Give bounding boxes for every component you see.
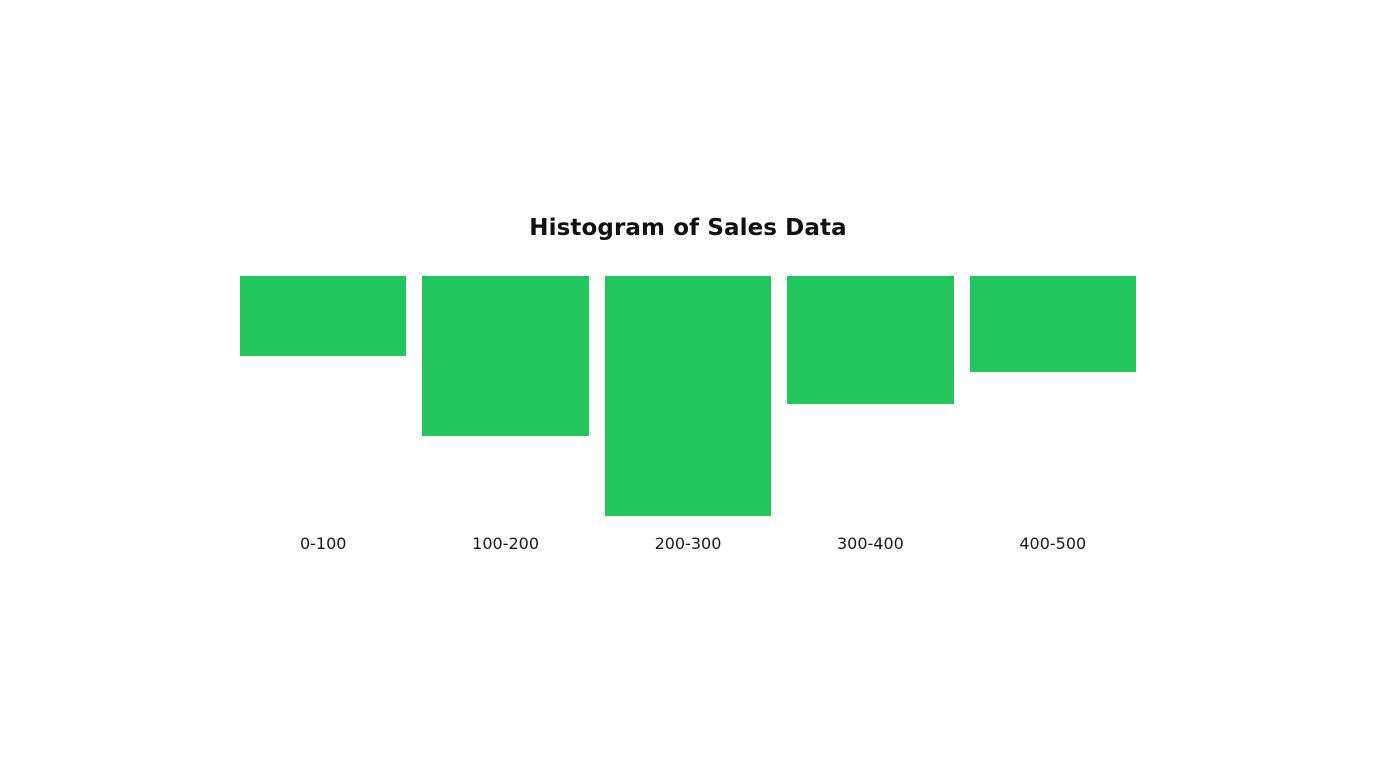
category-label-0-100: 0-100 <box>299 534 347 553</box>
histogram-bars <box>240 276 1136 516</box>
bar-100-200 <box>422 276 589 436</box>
category-label-200-300: 200-300 <box>654 534 722 553</box>
bar-400-500 <box>969 276 1136 372</box>
chart-title: Histogram of Sales Data <box>529 215 847 241</box>
category-labels: 0-100 100-200 200-300 300-400 400-500 <box>240 533 1136 557</box>
bar-200-300 <box>604 276 772 516</box>
bar-300-400 <box>787 276 954 404</box>
category-label-300-400: 300-400 <box>836 534 904 553</box>
bar-0-100 <box>240 276 407 356</box>
category-label-400-500: 400-500 <box>1019 534 1087 553</box>
category-label-100-200: 100-200 <box>472 534 540 553</box>
